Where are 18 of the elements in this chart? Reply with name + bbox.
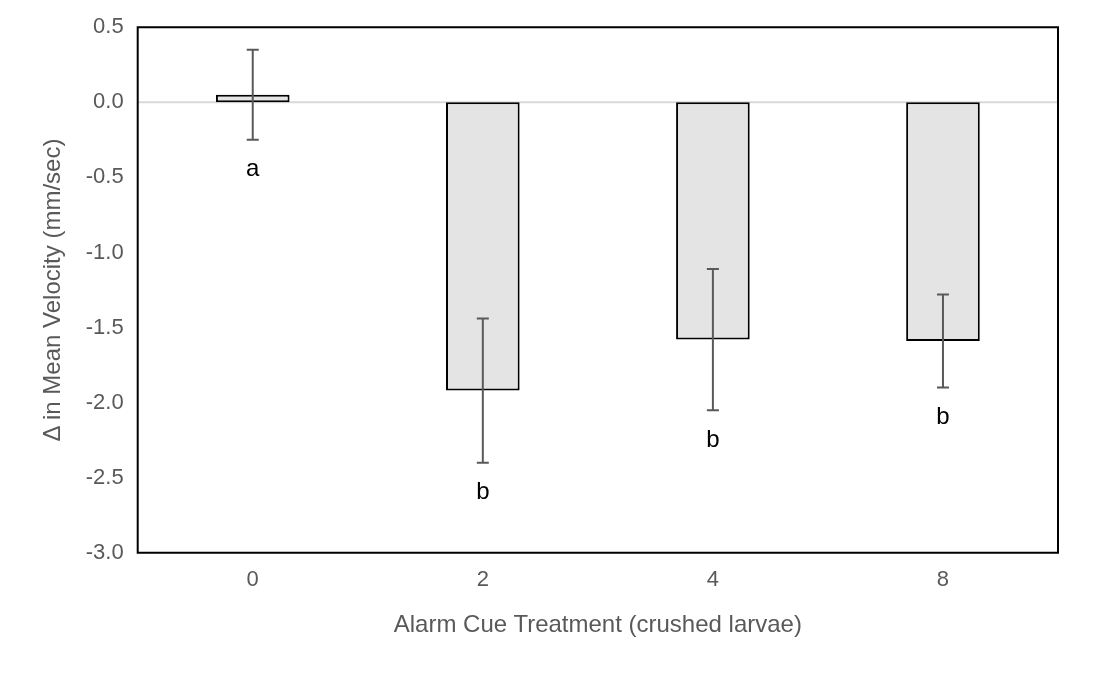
x-tick-label: 0 bbox=[246, 566, 259, 592]
y-tick-label: -2.5 bbox=[85, 463, 124, 489]
y-tick-label: -0.5 bbox=[85, 163, 124, 189]
y-tick-label: -3.0 bbox=[85, 538, 124, 564]
annotation: a bbox=[246, 154, 261, 182]
x-axis-title: Alarm Cue Treatment (crushed larvae) bbox=[393, 610, 802, 638]
y-tick-label: -1.0 bbox=[85, 238, 124, 264]
y-tick-label: 0.0 bbox=[93, 88, 124, 114]
y-axis-title: Δ in Mean Velocity (mm/sec) bbox=[38, 138, 66, 442]
y-tick-label: -2.0 bbox=[85, 388, 124, 414]
x-tick-label: 4 bbox=[706, 566, 720, 592]
annotation: b bbox=[476, 477, 490, 505]
annotation: b bbox=[936, 402, 950, 430]
x-tick-label: 8 bbox=[936, 566, 950, 592]
y-tick-label: -1.5 bbox=[85, 313, 124, 339]
y-tick-label: 0.5 bbox=[93, 13, 124, 39]
x-tick-label: 2 bbox=[476, 566, 489, 592]
annotation: b bbox=[706, 424, 720, 452]
